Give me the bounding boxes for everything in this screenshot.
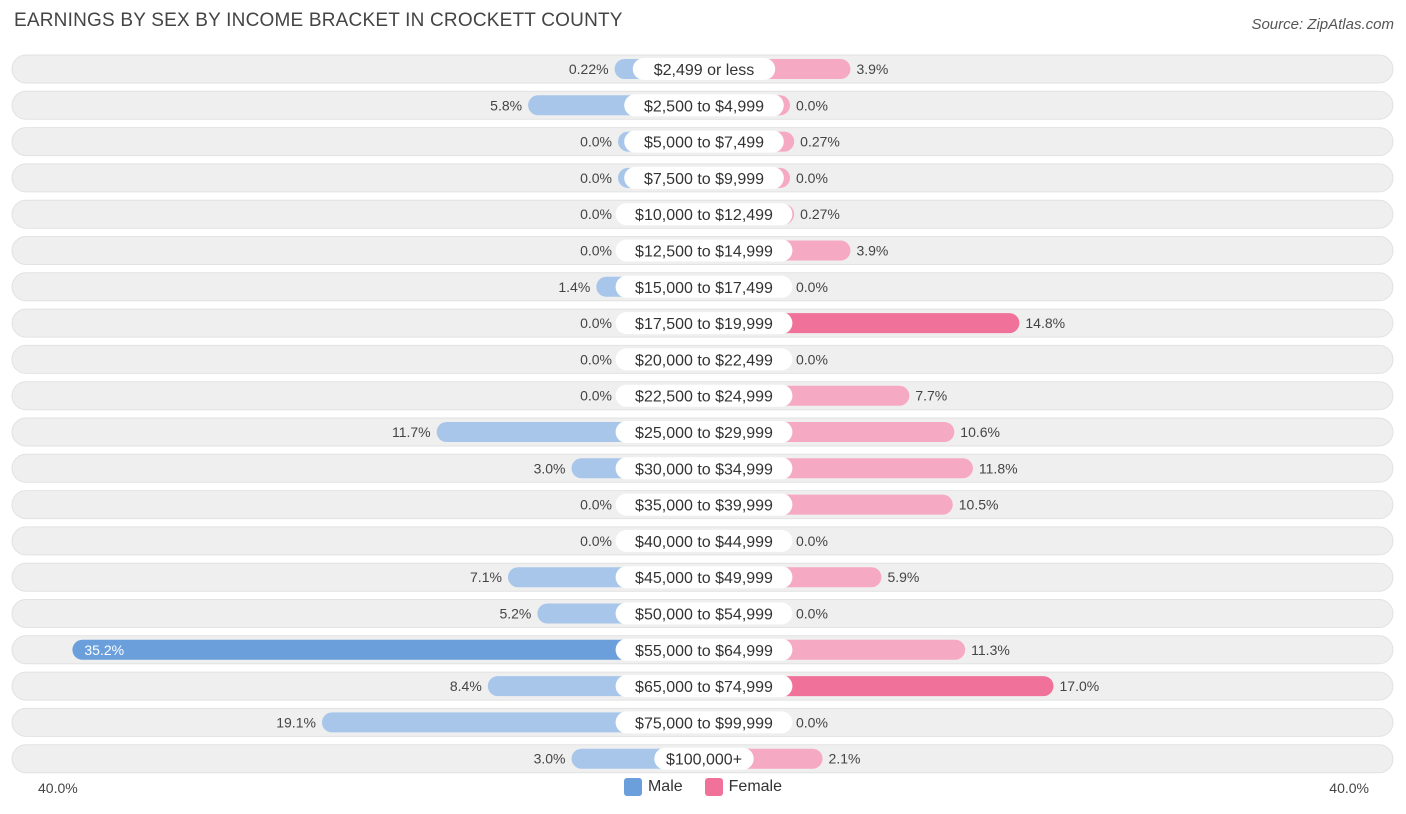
category-label: $45,000 to $49,999: [635, 570, 773, 587]
male-value-label: 8.4%: [450, 678, 482, 694]
category-pill: [615, 493, 793, 516]
category-pill: [615, 421, 793, 443]
female-value-label: 3.9%: [856, 243, 888, 259]
category-label: $12,500 to $14,999: [635, 244, 773, 261]
legend-swatch-female: [704, 778, 723, 796]
male-value-label: 0.0%: [580, 315, 612, 331]
category-pill: [615, 348, 793, 371]
female-value-label: 0.27%: [800, 134, 840, 150]
female-value-label: 11.3%: [971, 642, 1010, 658]
category-label: $22,500 to $24,999: [635, 389, 773, 406]
category-label: $7,500 to $9,999: [644, 171, 764, 188]
female-value-label: 10.6%: [960, 424, 1000, 440]
category-label: $35,000 to $39,999: [635, 498, 773, 515]
female-value-label: 11.8%: [979, 460, 1018, 476]
category-pill: [615, 529, 793, 552]
category-label: $40,000 to $44,999: [635, 534, 773, 551]
female-value-label: 5.9%: [887, 569, 919, 585]
female-value-label: 10.5%: [959, 497, 999, 513]
female-value-label: 0.0%: [796, 714, 828, 730]
category-pill: [615, 384, 793, 407]
male-bar[interactable]: [72, 639, 704, 660]
male-value-label: 7.1%: [470, 569, 502, 585]
category-pill: [615, 312, 793, 335]
male-value-label: 35.2%: [84, 642, 124, 658]
category-label: $25,000 to $29,999: [635, 425, 773, 442]
category-pill: [615, 711, 793, 734]
category-pill: [624, 166, 784, 189]
category-label: $10,000 to $12,499: [635, 207, 773, 224]
category-label: $5,000 to $7,499: [644, 135, 764, 152]
legend-item-male[interactable]: Male: [623, 778, 683, 796]
chart-canvas: 0.22% 3.9% $2,499 or less 5.8% 0.0% $2,500 to…: [11, 54, 1394, 774]
male-value-label: 0.22%: [569, 61, 609, 77]
category-pill: [615, 675, 793, 698]
category-pill: [615, 602, 793, 625]
male-value-label: 5.8%: [490, 97, 522, 113]
category-label: $30,000 to $34,999: [635, 461, 773, 478]
legend-swatch-male: [623, 778, 642, 796]
female-value-label: 0.0%: [796, 170, 828, 186]
male-value-label: 19.1%: [276, 714, 316, 730]
category-label: $2,500 to $4,999: [644, 98, 764, 115]
category-pill: [624, 94, 784, 117]
female-bar[interactable]: [704, 676, 1054, 697]
female-value-label: 0.0%: [796, 279, 828, 295]
legend-item-female[interactable]: Female: [704, 778, 783, 796]
male-value-label: 0.0%: [580, 497, 612, 513]
category-pill: [615, 457, 793, 480]
category-label: $17,500 to $19,999: [635, 316, 773, 333]
male-value-label: 3.0%: [534, 460, 566, 476]
category-pill: [624, 130, 784, 153]
category-label: $100,000+: [666, 752, 742, 769]
male-value-label: 1.4%: [558, 279, 590, 295]
female-value-label: 2.1%: [829, 751, 861, 767]
category-pill: [615, 638, 793, 661]
legend-label-male: Male: [647, 778, 683, 795]
male-value-label: 0.0%: [580, 388, 612, 404]
category-pill: [615, 203, 793, 226]
axis-left-label: 40.0%: [38, 780, 78, 796]
female-value-label: 0.0%: [796, 533, 828, 549]
source-credit: Source: ZipAtlas.com: [1251, 16, 1394, 33]
chart-title: EARNINGS BY SEX BY INCOME BRACKET IN CRO…: [14, 10, 623, 31]
legend-label-female: Female: [728, 778, 783, 795]
male-value-label: 11.7%: [392, 424, 431, 440]
category-pill: [615, 239, 793, 262]
male-value-label: 5.2%: [499, 606, 531, 622]
category-pill: [632, 58, 776, 80]
axis-right-label: 40.0%: [1329, 780, 1369, 796]
category-label: $75,000 to $99,999: [635, 715, 773, 732]
category-pill: [615, 275, 793, 298]
female-value-label: 0.0%: [796, 351, 828, 367]
male-value-label: 0.0%: [580, 243, 612, 259]
male-value-label: 0.0%: [580, 170, 612, 186]
male-value-label: 0.0%: [580, 533, 612, 549]
category-label: $15,000 to $17,499: [635, 280, 773, 297]
category-label: $65,000 to $74,999: [635, 679, 773, 696]
female-value-label: 0.0%: [796, 97, 828, 113]
category-label: $20,000 to $22,499: [635, 352, 773, 369]
male-value-label: 3.0%: [534, 751, 566, 767]
male-value-label: 0.0%: [580, 351, 612, 367]
category-pill: [615, 566, 793, 589]
female-value-label: 0.0%: [796, 606, 828, 622]
female-value-label: 3.9%: [856, 61, 888, 77]
female-value-label: 0.27%: [800, 206, 840, 222]
female-value-label: 17.0%: [1060, 678, 1100, 694]
category-pill: [654, 747, 754, 770]
male-bar[interactable]: [321, 712, 704, 733]
category-label: $50,000 to $54,999: [635, 607, 773, 624]
male-value-label: 0.0%: [580, 134, 612, 150]
category-label: $2,499 or less: [654, 62, 755, 79]
female-value-label: 7.7%: [915, 388, 947, 404]
female-value-label: 14.8%: [1025, 315, 1065, 331]
legend: Male Female: [0, 778, 1406, 796]
male-value-label: 0.0%: [580, 206, 612, 222]
category-label: $55,000 to $64,999: [635, 643, 773, 660]
